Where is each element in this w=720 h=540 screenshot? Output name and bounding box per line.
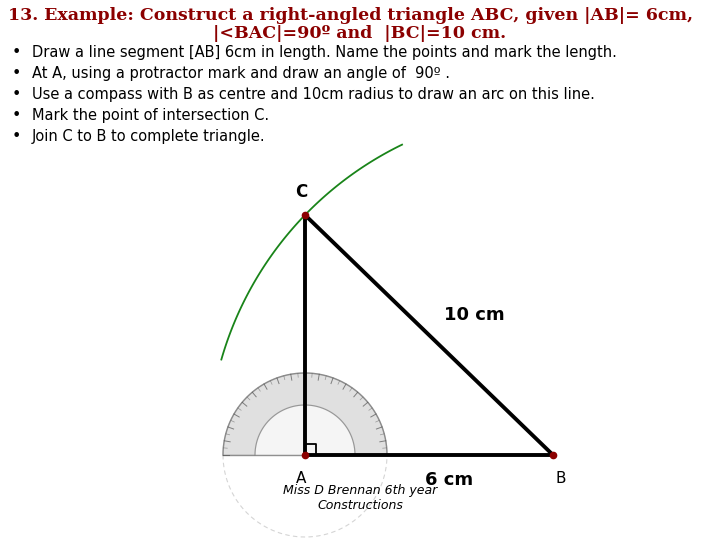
Text: |<BAC|=90º and  |BC|=10 cm.: |<BAC|=90º and |BC|=10 cm. <box>213 25 507 42</box>
Text: Join C to B to complete triangle.: Join C to B to complete triangle. <box>32 129 266 144</box>
Text: C: C <box>295 183 307 201</box>
Text: Mark the point of intersection C.: Mark the point of intersection C. <box>32 108 269 123</box>
Polygon shape <box>255 405 355 455</box>
Text: At A, using a protractor mark and draw an angle of  90º .: At A, using a protractor mark and draw a… <box>32 66 450 81</box>
Text: 13. Example: Construct a right-angled triangle ABC, given |AB|= 6cm,: 13. Example: Construct a right-angled tr… <box>8 7 693 24</box>
Text: A: A <box>296 471 306 486</box>
Text: Miss D Brennan 6th year
Constructions: Miss D Brennan 6th year Constructions <box>283 484 437 512</box>
Text: Use a compass with B as centre and 10cm radius to draw an arc on this line.: Use a compass with B as centre and 10cm … <box>32 87 595 102</box>
Text: •: • <box>12 45 22 60</box>
Text: B: B <box>556 471 566 486</box>
Text: •: • <box>12 108 22 123</box>
Text: 6 cm: 6 cm <box>425 471 473 489</box>
Text: •: • <box>12 129 22 144</box>
Text: •: • <box>12 87 22 102</box>
Text: •: • <box>12 66 22 81</box>
Polygon shape <box>223 373 387 455</box>
Text: Draw a line segment [AB] 6cm in length. Name the points and mark the length.: Draw a line segment [AB] 6cm in length. … <box>32 45 617 60</box>
Text: 10 cm: 10 cm <box>444 306 504 324</box>
